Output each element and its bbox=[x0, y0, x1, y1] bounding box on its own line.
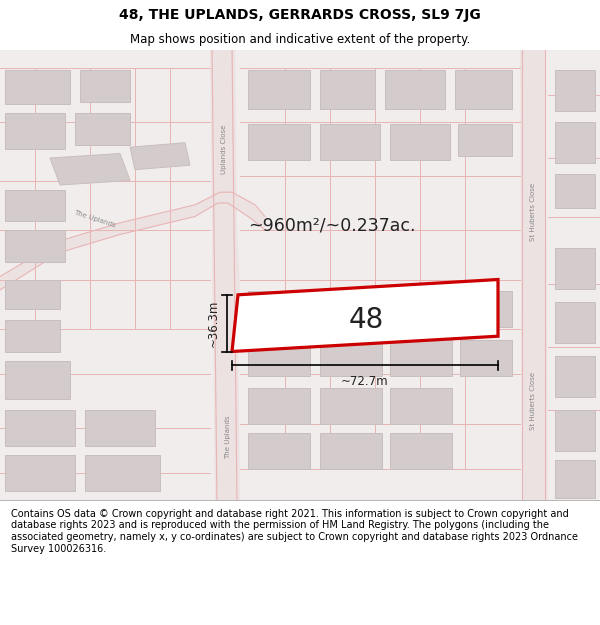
Polygon shape bbox=[385, 70, 445, 109]
Text: The Uplands: The Uplands bbox=[225, 415, 231, 459]
Text: ~36.3m: ~36.3m bbox=[206, 299, 220, 347]
Polygon shape bbox=[248, 388, 310, 424]
Polygon shape bbox=[320, 291, 382, 328]
Polygon shape bbox=[80, 70, 130, 102]
Text: St Huberts Close: St Huberts Close bbox=[530, 372, 536, 430]
Polygon shape bbox=[555, 356, 595, 396]
Polygon shape bbox=[5, 361, 70, 399]
Polygon shape bbox=[555, 410, 595, 451]
Text: Contains OS data © Crown copyright and database right 2021. This information is : Contains OS data © Crown copyright and d… bbox=[11, 509, 578, 554]
Text: ~72.7m: ~72.7m bbox=[341, 375, 389, 388]
Polygon shape bbox=[555, 248, 595, 289]
Polygon shape bbox=[390, 432, 452, 469]
Polygon shape bbox=[5, 113, 65, 149]
Polygon shape bbox=[320, 124, 380, 160]
Polygon shape bbox=[5, 70, 70, 104]
Polygon shape bbox=[390, 388, 452, 424]
Polygon shape bbox=[5, 230, 65, 261]
Polygon shape bbox=[555, 70, 595, 111]
Text: The Uplands: The Uplands bbox=[73, 209, 116, 229]
Text: Map shows position and indicative extent of the property.: Map shows position and indicative extent… bbox=[130, 32, 470, 46]
Polygon shape bbox=[248, 70, 310, 109]
Polygon shape bbox=[5, 410, 75, 446]
Polygon shape bbox=[210, 46, 240, 504]
Polygon shape bbox=[555, 459, 595, 498]
Polygon shape bbox=[0, 192, 265, 293]
Polygon shape bbox=[320, 388, 382, 424]
Polygon shape bbox=[5, 279, 60, 309]
Polygon shape bbox=[248, 432, 310, 469]
Polygon shape bbox=[248, 124, 310, 160]
Text: Uplands Close: Uplands Close bbox=[221, 124, 227, 174]
Polygon shape bbox=[232, 279, 498, 351]
Polygon shape bbox=[248, 291, 310, 328]
Polygon shape bbox=[5, 189, 65, 221]
Text: 48: 48 bbox=[349, 306, 384, 334]
Polygon shape bbox=[390, 291, 450, 328]
Polygon shape bbox=[5, 320, 60, 351]
Polygon shape bbox=[320, 340, 382, 376]
Polygon shape bbox=[320, 432, 382, 469]
Polygon shape bbox=[130, 142, 190, 170]
Text: St Huberts Close: St Huberts Close bbox=[530, 183, 536, 241]
Text: ~960m²/~0.237ac.: ~960m²/~0.237ac. bbox=[248, 216, 415, 234]
Polygon shape bbox=[85, 455, 160, 491]
Polygon shape bbox=[555, 122, 595, 162]
Polygon shape bbox=[50, 154, 130, 185]
Polygon shape bbox=[455, 70, 512, 109]
Polygon shape bbox=[320, 70, 375, 109]
Polygon shape bbox=[520, 46, 548, 504]
Polygon shape bbox=[458, 291, 512, 328]
Polygon shape bbox=[460, 340, 512, 376]
Polygon shape bbox=[555, 174, 595, 208]
Polygon shape bbox=[85, 410, 155, 446]
Polygon shape bbox=[458, 124, 512, 156]
Polygon shape bbox=[212, 189, 240, 365]
Polygon shape bbox=[5, 455, 75, 491]
Polygon shape bbox=[248, 340, 310, 376]
Polygon shape bbox=[390, 340, 452, 376]
Polygon shape bbox=[555, 302, 595, 343]
Text: 48, THE UPLANDS, GERRARDS CROSS, SL9 7JG: 48, THE UPLANDS, GERRARDS CROSS, SL9 7JG bbox=[119, 8, 481, 22]
Polygon shape bbox=[75, 113, 130, 144]
Polygon shape bbox=[390, 124, 450, 160]
